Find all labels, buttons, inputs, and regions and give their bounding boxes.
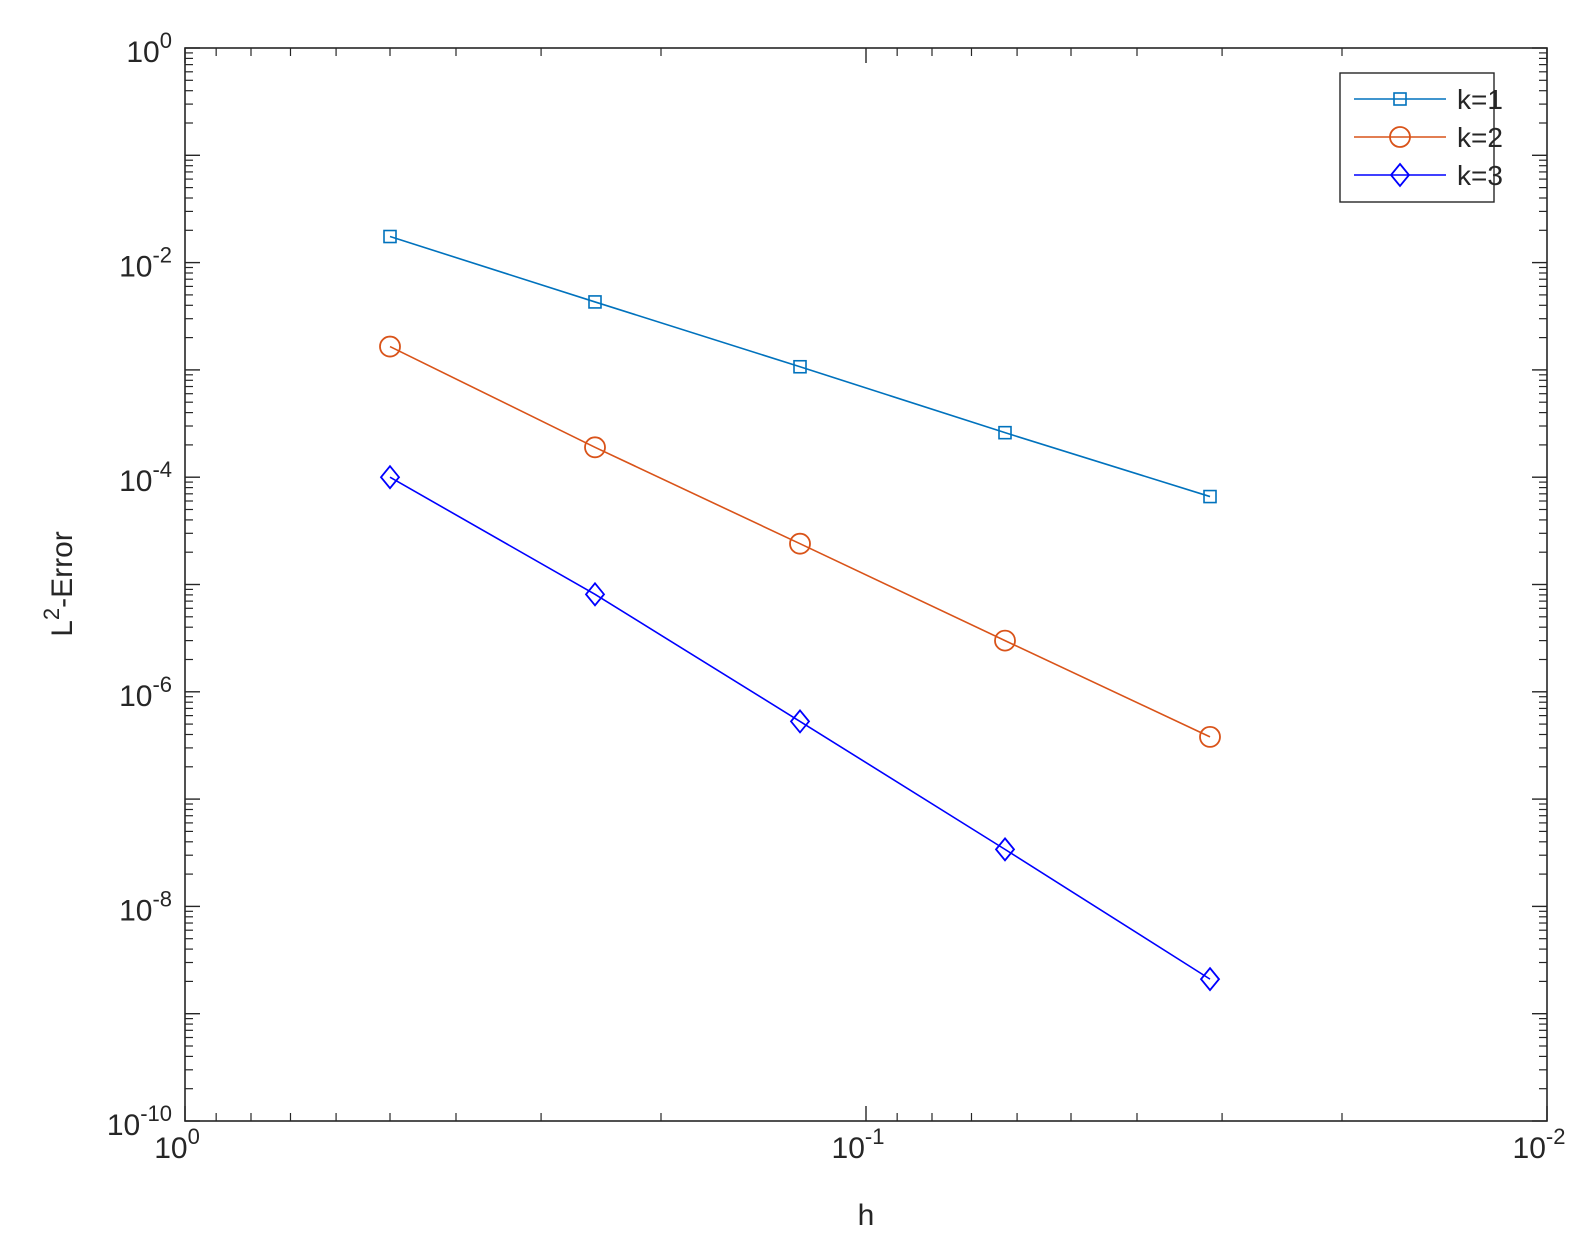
plot-area — [185, 48, 1547, 1121]
y-tick-label: 10-8 — [119, 886, 172, 927]
x-tick-label: 100 — [154, 1124, 200, 1165]
y-tick-label-exp: -6 — [152, 672, 172, 697]
x-tick-labels: 100 10-1 10-2 — [154, 1124, 1565, 1165]
x-tick-label-base: 10 — [832, 1132, 865, 1165]
y-axis-label-base: L — [46, 620, 79, 637]
y-axis-label-rest: -Error — [46, 531, 79, 608]
legend-label: k=3 — [1457, 160, 1503, 191]
legend-marker — [1393, 92, 1407, 106]
legend-label: k=2 — [1457, 122, 1503, 153]
legend: k=1 k=2 k=3 — [1339, 72, 1503, 203]
data-point — [584, 581, 606, 607]
y-tick-label-base: 10 — [119, 680, 152, 713]
legend-marker — [1389, 126, 1411, 148]
series-3 — [379, 464, 1221, 992]
x-tick-label-exp: -1 — [865, 1124, 885, 1149]
series-layer — [379, 229, 1221, 992]
data-point — [1199, 966, 1221, 992]
data-point — [383, 229, 397, 244]
data-point — [994, 629, 1016, 652]
series-line — [389, 345, 1211, 738]
x-tick-label-exp: 0 — [188, 1124, 200, 1149]
y-tick-label: 10-2 — [119, 243, 172, 284]
data-point — [379, 464, 401, 490]
data-point — [793, 359, 807, 374]
data-point — [789, 532, 811, 555]
y-tick-label: 10-10 — [107, 1101, 172, 1142]
y-axis-label-sup: 2 — [39, 608, 64, 620]
y-tick-label-exp: 0 — [160, 28, 172, 53]
data-point — [994, 836, 1016, 862]
data-point — [1199, 725, 1221, 748]
x-tick-label: 10-2 — [1513, 1124, 1566, 1165]
y-tick-label: 10-4 — [119, 457, 172, 498]
data-point — [588, 295, 602, 309]
legend-item: k=2 — [1354, 122, 1503, 153]
data-point — [379, 335, 401, 358]
x-tick-label: 10-1 — [832, 1124, 885, 1165]
series-line — [389, 476, 1211, 980]
axes-box — [184, 47, 1548, 1122]
data-point — [998, 425, 1012, 440]
data-point — [789, 708, 811, 734]
y-tick-label-exp: -2 — [152, 243, 172, 268]
legend-item: k=1 — [1354, 84, 1503, 115]
y-tick-label-base: 10 — [126, 36, 159, 69]
x-axis-label: h — [858, 1199, 875, 1232]
y-axis-label: L2-Error — [39, 531, 79, 637]
minor-ticks — [185, 48, 1547, 1121]
legend-item: k=3 — [1354, 160, 1503, 191]
series-1 — [383, 229, 1217, 504]
y-tick-label-base: 10 — [119, 894, 152, 927]
data-point — [584, 436, 606, 459]
y-tick-label-base: 10 — [119, 251, 152, 284]
x-tick-label-exp: -2 — [1546, 1124, 1566, 1149]
y-tick-label-base: 10 — [107, 1109, 140, 1142]
y-tick-label: 100 — [126, 28, 172, 69]
series-line — [389, 235, 1211, 498]
y-tick-label-exp: -10 — [140, 1101, 172, 1126]
series-2 — [379, 335, 1221, 748]
legend-label: k=1 — [1457, 84, 1503, 115]
y-tick-label-base: 10 — [119, 465, 152, 498]
y-tick-label-exp: -8 — [152, 886, 172, 911]
data-point — [1203, 489, 1217, 504]
legend-marker — [1389, 162, 1411, 188]
x-tick-label-base: 10 — [154, 1132, 187, 1165]
x-tick-label-base: 10 — [1513, 1132, 1546, 1165]
y-tick-label: 10-6 — [119, 672, 172, 713]
y-tick-label-exp: -4 — [152, 457, 172, 482]
